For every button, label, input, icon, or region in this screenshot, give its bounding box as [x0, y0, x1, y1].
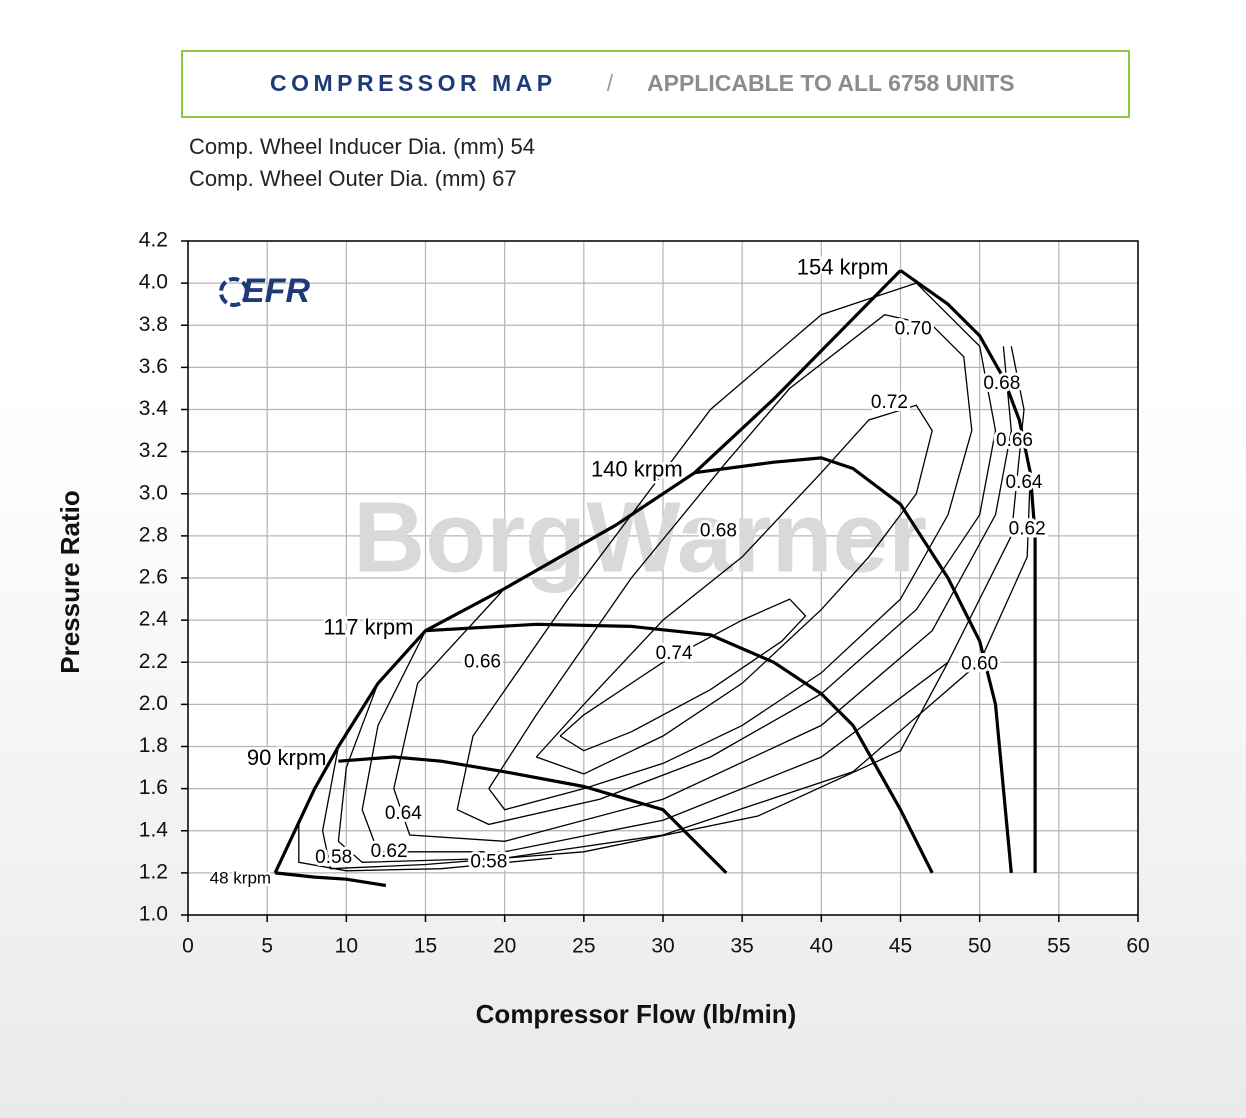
speed-line [274, 871, 387, 888]
contour-label: 0.68 [700, 521, 737, 542]
contour-label: 0.74 [656, 643, 693, 664]
note: Comp. Wheel Outer Dia. (mm) 67 [189, 166, 517, 191]
y-tick-label: 2.0 [139, 692, 168, 715]
efficiency-contour [298, 820, 553, 872]
y-tick-label: 2.8 [139, 523, 168, 546]
watermark: BorgWarner [353, 481, 927, 593]
x-tick-label: 5 [261, 935, 273, 958]
y-tick-label: 2.6 [139, 566, 168, 589]
y-tick-label: 3.6 [139, 355, 168, 378]
x-tick-label: 20 [493, 935, 516, 958]
contour-label: 0.72 [871, 392, 908, 413]
efficiency-contour [321, 661, 949, 870]
x-tick-label: 50 [968, 935, 991, 958]
note: Comp. Wheel Inducer Dia. (mm) 54 [189, 134, 535, 159]
y-tick-label: 3.8 [139, 313, 168, 336]
surge-line [273, 269, 902, 874]
contour-label: 0.66 [996, 430, 1033, 451]
speed-line [694, 456, 1013, 874]
logo-icon [219, 277, 249, 307]
header-title: COMPRESSOR MAP [270, 70, 557, 96]
x-tick-label: 35 [730, 935, 753, 958]
axes: 0 5 10 15 20 25 30 35 40 45 50 55 60 1.0 1.2 1.4 1.6 1.8 2… [139, 229, 1150, 958]
y-tick-label: 1.0 [139, 903, 168, 926]
x-axis-title: Compressor Flow (lb/min) [476, 999, 797, 1029]
efficiency-contour [361, 346, 1025, 853]
logo: EFR [242, 272, 310, 310]
speed-label: 117 krpm [323, 614, 413, 639]
efficiency-contour [456, 282, 997, 826]
y-tick-label: 1.6 [139, 776, 168, 799]
contour-label: 0.66 [464, 651, 501, 672]
efficiency-contour [488, 313, 973, 811]
x-tick-label: 25 [572, 935, 595, 958]
x-tick-label: 60 [1126, 935, 1149, 958]
speed-line [899, 269, 1037, 873]
contour-label: 0.60 [961, 653, 998, 674]
y-tick-label: 3.4 [139, 397, 169, 420]
y-tick-label: 3.0 [139, 481, 168, 504]
speed-line [425, 622, 934, 874]
speed-line [338, 755, 728, 875]
x-tick-label: 40 [810, 935, 833, 958]
efficiency-contour [535, 404, 933, 775]
speed-label: 90 krpm [247, 745, 326, 770]
x-tick-label: 55 [1047, 935, 1070, 958]
x-tick-label: 0 [182, 935, 194, 958]
x-tick-label: 30 [651, 935, 674, 958]
contour-label: 0.58 [470, 851, 507, 872]
header-box [181, 50, 1130, 118]
contour-label: 0.64 [1006, 472, 1043, 493]
header-separator: / [607, 70, 614, 96]
contour-label: 0.64 [385, 803, 422, 824]
x-tick-label: 15 [414, 935, 437, 958]
y-tick-label: 2.4 [139, 608, 169, 631]
x-tick-label: 10 [335, 935, 358, 958]
contour-label: 0.58 [315, 847, 352, 868]
y-tick-label: 1.8 [139, 734, 168, 757]
y-tick-label: 1.2 [139, 860, 168, 883]
speed-label: 154 krpm [797, 254, 889, 279]
y-tick-label: 4.0 [139, 271, 168, 294]
contour-label: 0.62 [371, 841, 408, 862]
contour-label: 0.62 [1009, 519, 1046, 540]
contour-label: 0.70 [895, 318, 932, 339]
y-axis-title: Pressure Ratio [55, 490, 85, 674]
header-subtitle: APPLICABLE TO ALL 6758 UNITS [647, 70, 1015, 96]
contour-label: 0.68 [983, 373, 1020, 394]
efficiency-contour [559, 598, 807, 752]
y-tick-label: 3.2 [139, 439, 168, 462]
y-tick-label: 1.4 [139, 818, 169, 841]
x-tick-label: 45 [889, 935, 912, 958]
lines: 48 krpm 90 krpm 117 krpm 140 krpm 154 krpm 0.… [207, 252, 1048, 890]
logo-swirl [219, 277, 249, 307]
efficiency-contour [393, 346, 1012, 842]
y-tick-label: 2.2 [139, 650, 168, 673]
efficiency-contour [337, 472, 1031, 863]
y-tick-label: 4.2 [139, 229, 168, 252]
speed-label: 140 krpm [591, 457, 683, 482]
speed-label: 48 krpm [210, 868, 271, 887]
